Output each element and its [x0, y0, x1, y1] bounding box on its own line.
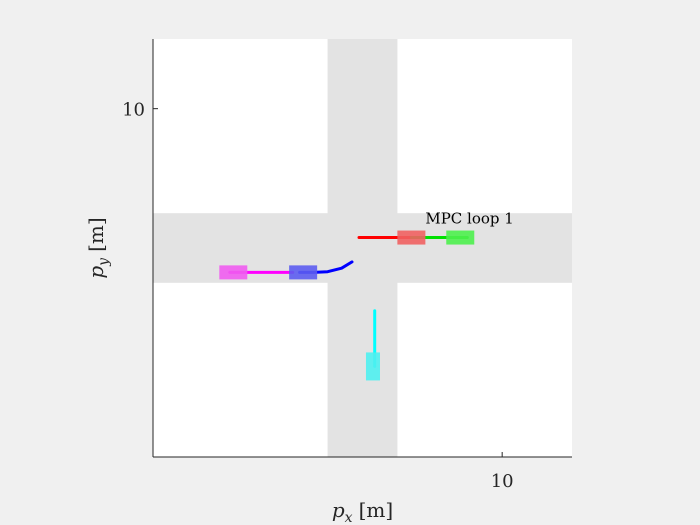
vehicle-5: [365, 352, 380, 381]
y-tick-label: 10: [122, 100, 145, 121]
y-axis-label-unit: [m]: [84, 217, 108, 252]
vehicle-2: [446, 230, 475, 245]
x-axis-label-symbol: p: [332, 498, 345, 522]
x-axis-label-subscript: x: [345, 510, 353, 525]
mpc-loop-annotation: MPC loop 1: [425, 210, 513, 228]
axes-layer: 10 10: [122, 39, 572, 492]
y-axis-label: py [m]: [84, 217, 112, 278]
x-axis-label: px [m]: [332, 498, 393, 525]
vehicle-3: [219, 265, 248, 280]
vehicle-1: [397, 230, 426, 245]
vehicle-layer: [219, 230, 475, 381]
x-tick-label: 10: [491, 471, 514, 492]
y-axis-label-subscript: y: [96, 257, 112, 267]
vehicle-4: [289, 265, 318, 280]
road-layer: [153, 39, 572, 457]
y-axis-label-symbol: p: [84, 266, 108, 279]
x-axis-label-unit: [m]: [359, 498, 394, 522]
